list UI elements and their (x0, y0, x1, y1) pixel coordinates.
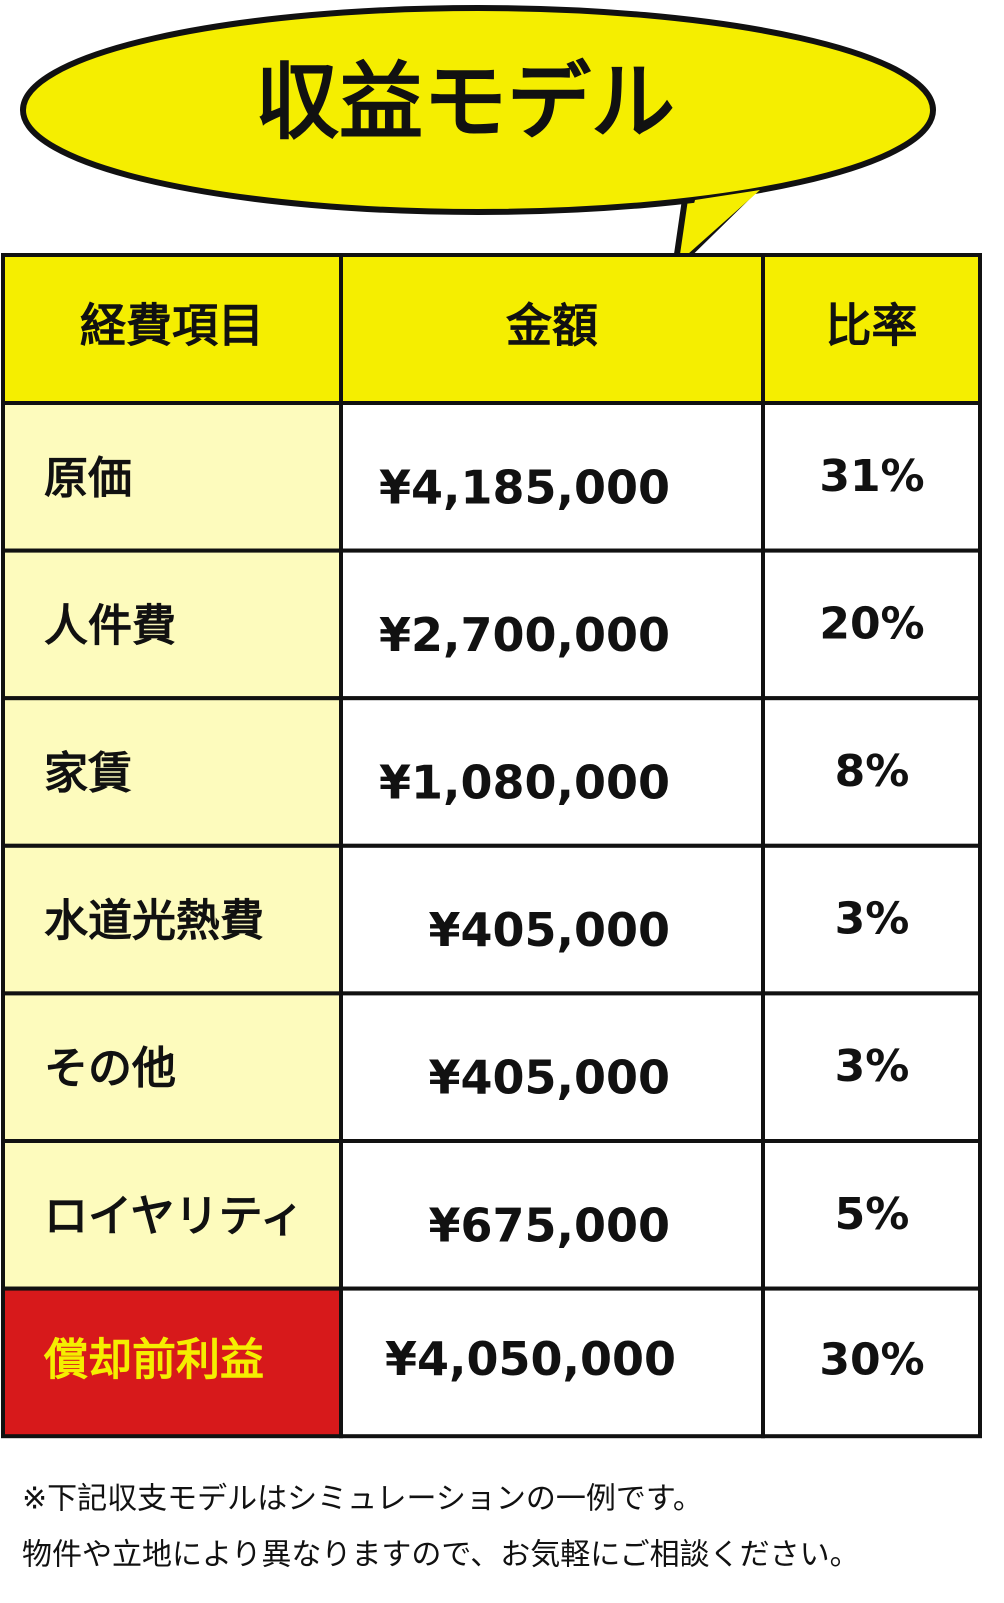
cell (339, 548, 765, 701)
cell (1, 548, 343, 701)
item-label: 償却前利益 (43, 1334, 264, 1385)
ratio: 31% (819, 451, 924, 502)
amount: ¥405,000 (428, 1051, 670, 1105)
cell (761, 696, 982, 848)
ratio: 20% (819, 598, 924, 649)
amount: ¥405,000 (428, 903, 670, 957)
cell (339, 1286, 765, 1439)
header-text: 金額 (505, 299, 598, 353)
amount: ¥2,700,000 (379, 608, 670, 662)
ratio: 5% (835, 1189, 910, 1240)
item-label: 人件費 (44, 600, 176, 651)
cell (761, 401, 982, 553)
cell (1, 696, 343, 848)
cell (339, 991, 765, 1144)
footnote: 物件や立地により異なりますので、お気軽にご相談ください。 (22, 1538, 860, 1573)
cell (761, 1286, 982, 1439)
item-label: その他 (44, 1043, 176, 1094)
cell (339, 696, 765, 848)
title: 収益モデル (255, 53, 675, 151)
amount: ¥675,000 (428, 1198, 670, 1252)
amount: ¥4,185,000 (379, 460, 670, 514)
header-cell (761, 253, 982, 405)
header-cell (339, 253, 765, 405)
cell (339, 401, 765, 553)
cell (761, 991, 982, 1144)
bubble (20, 5, 936, 215)
cell (1, 991, 343, 1144)
bubble-tail-fill (679, 190, 760, 262)
header-text: 比率 (826, 299, 918, 353)
item-label: ロイヤリティ (44, 1191, 304, 1242)
ratio: 30% (819, 1334, 924, 1385)
cell (761, 843, 982, 996)
item-label: 家賃 (44, 748, 132, 799)
cell (1, 1286, 343, 1439)
cell (1, 843, 343, 996)
cell (761, 548, 982, 701)
item-label: 原価 (44, 453, 132, 504)
header-text: 経費項目 (80, 299, 264, 353)
amount: ¥1,080,000 (379, 756, 670, 810)
item-label: 水道光熱費 (44, 896, 264, 947)
speech-bubble: 収益モデル (20, 5, 936, 271)
footnote: ※下記収支モデルはシミュレーションの一例です。 (22, 1482, 703, 1517)
cell (761, 1139, 982, 1291)
amount: ¥4,050,000 (385, 1332, 676, 1386)
cell (339, 843, 765, 996)
ratio: 3% (835, 1041, 910, 1092)
ratio: 8% (835, 746, 910, 797)
ratio: 3% (835, 894, 910, 945)
cell (1, 1139, 343, 1291)
cell (339, 1139, 765, 1291)
